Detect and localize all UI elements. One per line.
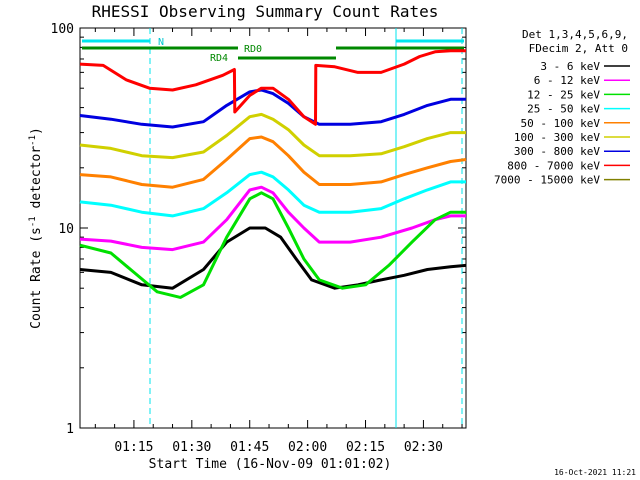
series-line-1 (79, 185, 466, 252)
legend-label-5: 100 - 300 keV (514, 131, 600, 144)
x-axis-ticks (94, 28, 463, 428)
x-tick-label-0130: 01:30 (172, 440, 211, 455)
series-line-3 (79, 170, 466, 218)
series-line-7 (79, 49, 466, 126)
rd0-label: RD0 (244, 44, 262, 55)
series-line-6 (79, 88, 466, 129)
y-tick-label-10: 10 (58, 222, 74, 237)
legend-label-3: 25 - 50 keV (527, 103, 600, 116)
x-tick-label-0145: 01:45 (230, 440, 269, 455)
night-label: N (158, 37, 164, 48)
x-tick-label-0215: 02:15 (346, 440, 385, 455)
series-line-4 (79, 135, 467, 189)
chart-title: RHESSI Observing Summary Count Rates (92, 2, 439, 21)
legend-header-2: FDecim 2, Att 0 (529, 42, 628, 55)
series-layer (79, 49, 467, 299)
timestamp: 16-Oct-2021 11:21 (554, 468, 636, 477)
legend-label-0: 3 - 6 keV (540, 60, 600, 73)
x-tick-label-0230: 02:30 (404, 440, 443, 455)
legend-label-2: 12 - 25 keV (527, 88, 600, 101)
decimation-bars: RD4 RD0 (82, 44, 464, 64)
y-tick-label-1: 1 (66, 422, 74, 437)
x-tick-label-0200: 02:00 (288, 440, 327, 455)
legend-label-6: 300 - 800 keV (514, 145, 600, 158)
x-axis-label: Start Time (16-Nov-09 01:01:02) (149, 457, 392, 472)
x-tick-label-0115: 01:15 (114, 440, 153, 455)
legend-header-1: Det 1,3,4,5,6,9, (522, 28, 628, 41)
legend-label-1: 6 - 12 keV (534, 74, 601, 87)
rd4-label: RD4 (210, 53, 228, 64)
night-bars: N (82, 28, 464, 428)
series-line-2 (79, 191, 466, 299)
y-tick-label-100: 100 (51, 22, 74, 37)
legend-label-7: 800 - 7000 keV (507, 159, 600, 172)
legend-label-8: 7000 - 15000 keV (494, 174, 600, 187)
series-line-0 (79, 226, 467, 290)
series-line-5 (79, 112, 466, 160)
legend: Det 1,3,4,5,6,9, FDecim 2, Att 0 3 - 6 k… (494, 28, 630, 187)
legend-label-4: 50 - 100 keV (521, 117, 601, 130)
y-axis-label: Count Rate (s-1 detector-1) (28, 127, 44, 329)
